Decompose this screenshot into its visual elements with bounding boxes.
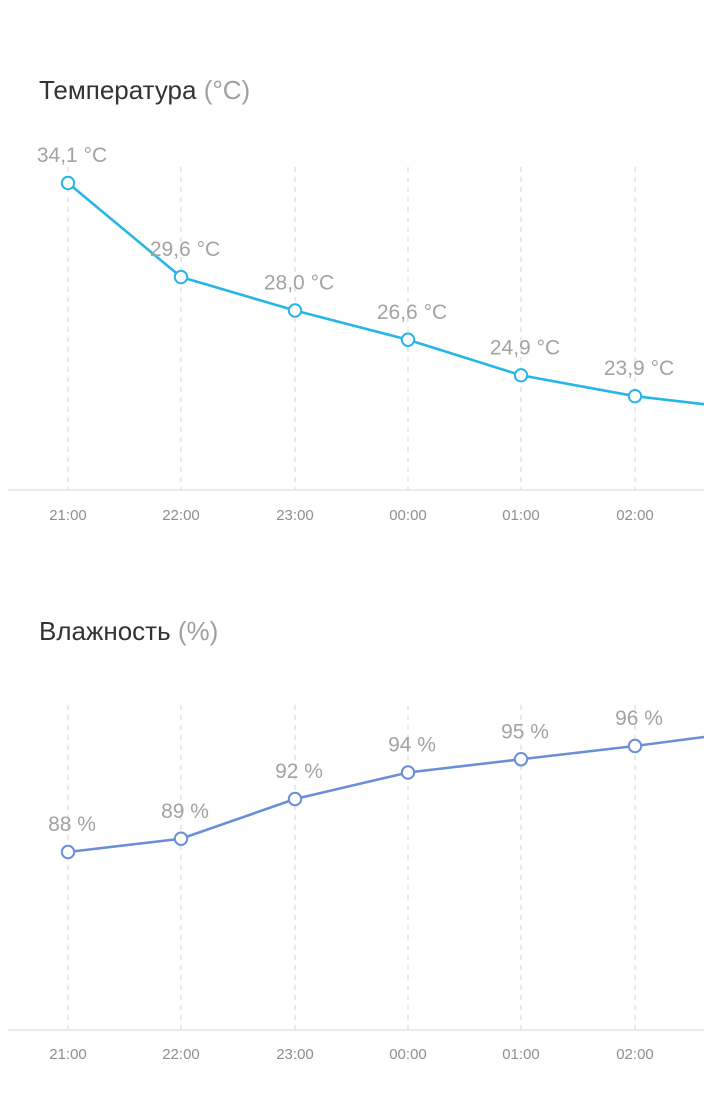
temperature-unit: (°C) xyxy=(203,75,251,105)
temperature-point-2 xyxy=(287,303,303,318)
temperature-point-0 xyxy=(60,175,76,191)
humidity-data-label-4: 95 % xyxy=(501,720,549,743)
temperature-data-label-2: 28,0 °C xyxy=(264,271,334,294)
temperature-data-label-1: 29,6 °C xyxy=(150,238,220,261)
humidity-chart: 88 % 89 % 92 % 94 % 95 % 96 % 21:00 22:00 23:00 0… xyxy=(8,705,704,1063)
humidity-tick-label-4: 01:00 xyxy=(502,1046,540,1063)
humidity-point-2 xyxy=(287,791,303,807)
humidity-data-label-0: 88 % xyxy=(48,813,96,836)
temperature-point-3 xyxy=(400,332,416,347)
temperature-point-1 xyxy=(173,269,189,285)
humidity-data-label-3: 94 % xyxy=(388,734,436,757)
humidity-tick-label-5: 02:00 xyxy=(616,1046,654,1063)
temperature-tick-label-4: 01:00 xyxy=(502,507,540,524)
humidity-data-label-5: 96 % xyxy=(615,707,663,730)
temperature-data-label-0: 34,1 °C xyxy=(37,144,107,167)
humidity-data-label-1: 89 % xyxy=(161,800,209,823)
temperature-tick-label-5: 02:00 xyxy=(616,507,654,524)
humidity-tick-label-2: 23:00 xyxy=(276,1046,314,1063)
humidity-unit: (%) xyxy=(177,616,219,646)
temperature-tick-label-0: 21:00 xyxy=(49,507,87,524)
humidity-data-label-2: 92 % xyxy=(275,760,323,783)
temperature-tick-label-2: 23:00 xyxy=(276,507,314,524)
temperature-tick-label-1: 22:00 xyxy=(162,507,200,524)
temperature-tick-label-3: 00:00 xyxy=(389,507,427,524)
temperature-point-4 xyxy=(513,368,529,383)
humidity-tick-label-1: 22:00 xyxy=(162,1046,200,1063)
humidity-point-1 xyxy=(173,831,189,846)
temperature-data-label-4: 24,9 °C xyxy=(490,336,560,359)
temperature-point-5 xyxy=(627,388,643,404)
humidity-point-0 xyxy=(60,844,76,860)
humidity-series-line xyxy=(66,735,704,854)
temperature-title-text: Температура xyxy=(39,75,197,105)
humidity-chart-title: Влажность (%) xyxy=(39,616,218,647)
humidity-title-text: Влажность xyxy=(39,616,171,646)
temperature-data-label-3: 26,6 °C xyxy=(377,301,447,324)
temperature-chart: 34,1 °C 29,6 °C 28,0 °C 26,6 °C 24,9 °C 23,9 … xyxy=(8,144,704,524)
humidity-point-5 xyxy=(627,738,643,754)
temperature-chart-title: Температура (°C) xyxy=(39,75,250,106)
humidity-tick-label-3: 00:00 xyxy=(389,1046,427,1063)
temperature-data-label-5: 23,9 °C xyxy=(604,357,674,380)
humidity-tick-label-0: 21:00 xyxy=(49,1046,87,1063)
humidity-point-3 xyxy=(400,765,416,780)
humidity-point-4 xyxy=(513,752,529,767)
